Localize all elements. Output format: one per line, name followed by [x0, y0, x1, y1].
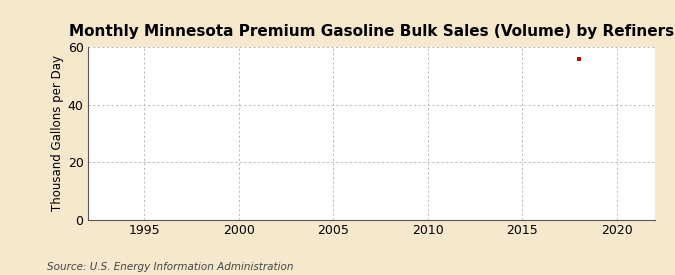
Y-axis label: Thousand Gallons per Day: Thousand Gallons per Day [51, 55, 63, 211]
Text: Source: U.S. Energy Information Administration: Source: U.S. Energy Information Administ… [47, 262, 294, 272]
Title: Monthly Minnesota Premium Gasoline Bulk Sales (Volume) by Refiners: Monthly Minnesota Premium Gasoline Bulk … [69, 24, 674, 39]
